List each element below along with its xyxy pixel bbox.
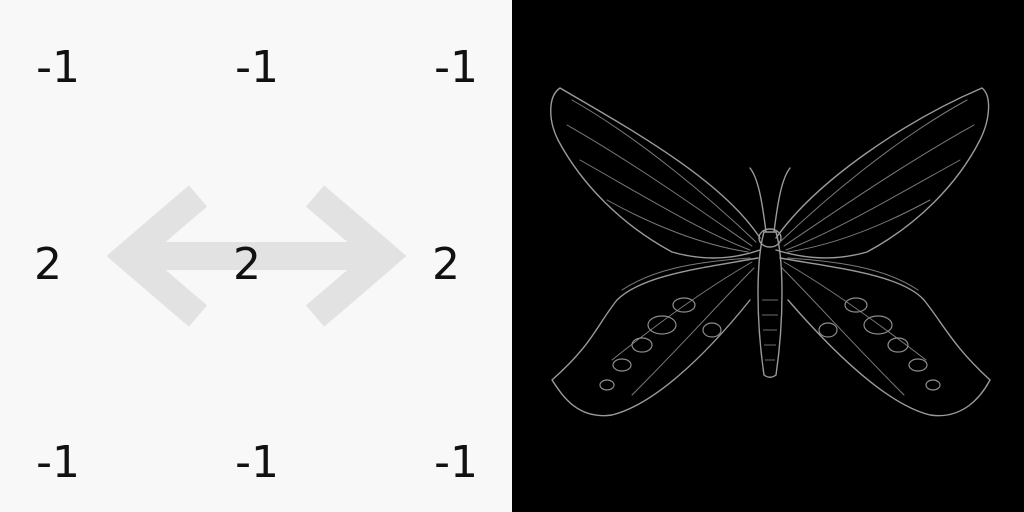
kernel-cell-r1-c2: 2 (432, 239, 460, 290)
butterfly-icon (550, 87, 991, 417)
kernel-cell-r2-c0: -1 (36, 437, 80, 488)
kernel-cell-r2-c1: -1 (235, 437, 279, 488)
filtered-image-panel (512, 0, 1024, 512)
kernel-panel: -1 -1 -1 2 2 2 -1 -1 -1 (0, 0, 512, 512)
double-headed-horizontal-arrow-icon (106, 185, 407, 327)
kernel-cell-r1-c1: 2 (233, 239, 261, 290)
kernel-cell-r0-c2: -1 (434, 42, 478, 93)
kernel-cell-r0-c1: -1 (235, 42, 279, 93)
kernel-cell-r0-c0: -1 (36, 42, 80, 93)
kernel-cell-r2-c2: -1 (434, 437, 478, 488)
kernel-cell-r1-c0: 2 (34, 239, 62, 290)
